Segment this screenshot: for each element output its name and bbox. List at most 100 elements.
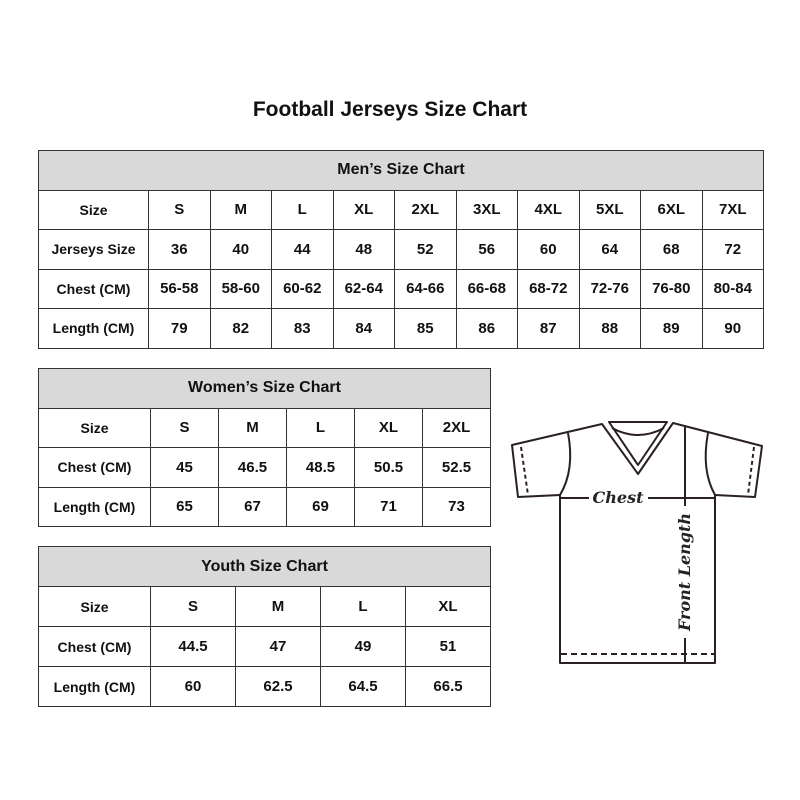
row-label: Length (CM) — [38, 486, 151, 527]
table-cell: 68-72 — [517, 268, 580, 309]
table-cell: 89 — [640, 308, 703, 349]
size-header-cell: 5XL — [578, 189, 641, 230]
row-label: Size — [38, 189, 149, 230]
size-header-cell: XL — [405, 586, 491, 627]
size-header-cell: XL — [332, 189, 395, 230]
size-header-cell: XL — [354, 407, 423, 448]
table-cell: 60 — [150, 666, 236, 707]
table-row: Length (CM) 79 82 83 84 85 86 87 88 89 90 — [38, 308, 764, 349]
table-cell: 52.5 — [422, 447, 491, 488]
size-header-cell: 2XL — [394, 189, 457, 230]
size-header-cell: M — [209, 189, 272, 230]
table-cell: 66.5 — [405, 666, 491, 707]
table-row: Length (CM) 65 67 69 71 73 — [38, 486, 491, 527]
row-label: Length (CM) — [38, 308, 149, 349]
front-length-label: Front Length — [675, 513, 694, 632]
table-cell: 62.5 — [235, 666, 321, 707]
table-cell: 46.5 — [218, 447, 287, 488]
size-header-cell: S — [150, 407, 219, 448]
row-label: Chest (CM) — [38, 447, 151, 488]
table-cell: 36 — [148, 229, 211, 270]
table-cell: 84 — [332, 308, 395, 349]
page-title: Football Jerseys Size Chart — [252, 98, 528, 121]
table-cell: 49 — [320, 626, 406, 667]
size-header-cell: 4XL — [517, 189, 580, 230]
size-header-cell: L — [286, 407, 355, 448]
table-cell: 66-68 — [455, 268, 518, 309]
jersey-diagram-icon: Chest Front Length — [511, 421, 763, 664]
table-cell: 67 — [218, 486, 287, 527]
table-cell: 73 — [422, 486, 491, 527]
table-cell: 88 — [578, 308, 641, 349]
size-header-cell: L — [320, 586, 406, 627]
table-row: Size S M L XL — [38, 586, 491, 627]
table-cell: 45 — [150, 447, 219, 488]
table-cell: 64-66 — [394, 268, 457, 309]
row-label: Chest (CM) — [38, 268, 149, 309]
size-header-cell: M — [235, 586, 321, 627]
youth-table-caption: Youth Size Chart — [38, 546, 491, 587]
left-sleeve-seam — [559, 432, 572, 496]
table-cell: 48.5 — [286, 447, 355, 488]
right-sleeve-seam — [704, 432, 716, 496]
table-cell: 60 — [517, 229, 580, 270]
table-cell: 80-84 — [701, 268, 764, 309]
size-header-cell: L — [271, 189, 334, 230]
table-row: Length (CM) 60 62.5 64.5 66.5 — [38, 666, 491, 707]
table-cell: 60-62 — [271, 268, 334, 309]
table-cell: 47 — [235, 626, 321, 667]
women-table-caption: Women’s Size Chart — [38, 368, 491, 409]
table-cell: 72 — [701, 229, 764, 270]
table-cell: 86 — [455, 308, 518, 349]
table-cell: 50.5 — [354, 447, 423, 488]
row-label: Jerseys Size — [38, 229, 149, 270]
size-header-cell: 2XL — [422, 407, 491, 448]
table-row: Chest (CM) 44.5 47 49 51 — [38, 626, 491, 667]
row-label: Size — [38, 407, 151, 448]
table-cell: 76-80 — [640, 268, 703, 309]
size-header-cell: M — [218, 407, 287, 448]
size-header-cell: 3XL — [455, 189, 518, 230]
row-label: Size — [38, 586, 151, 627]
table-cell: 44.5 — [150, 626, 236, 667]
womens-size-table: Women’s Size Chart Size S M L XL 2XL Chest (CM)… — [38, 368, 491, 527]
jersey-collar — [608, 421, 668, 466]
size-header-cell: S — [150, 586, 236, 627]
table-cell: 48 — [332, 229, 395, 270]
table-cell: 64.5 — [320, 666, 406, 707]
table-row: Size S M L XL 2XL 3XL 4XL 5XL 6XL 7XL — [38, 189, 764, 230]
table-cell: 62-64 — [332, 268, 395, 309]
table-cell: 40 — [209, 229, 272, 270]
size-header-cell: S — [148, 189, 211, 230]
table-cell: 87 — [517, 308, 580, 349]
size-header-cell: 7XL — [701, 189, 764, 230]
table-cell: 82 — [209, 308, 272, 349]
mens-size-table: Men’s Size Chart Size S M L XL 2XL 3XL 4XL 5XL 6XL… — [38, 150, 764, 349]
table-cell: 69 — [286, 486, 355, 527]
table-cell: 68 — [640, 229, 703, 270]
table-row: Jerseys Size 36 40 44 48 52 56 60 64 68 72 — [38, 229, 764, 270]
table-cell: 71 — [354, 486, 423, 527]
men-table-caption: Men’s Size Chart — [38, 150, 764, 191]
row-label: Length (CM) — [38, 666, 151, 707]
table-cell: 51 — [405, 626, 491, 667]
table-cell: 64 — [578, 229, 641, 270]
table-cell: 58-60 — [209, 268, 272, 309]
table-cell: 90 — [701, 308, 764, 349]
table-cell: 72-76 — [578, 268, 641, 309]
chest-label: Chest — [593, 488, 645, 507]
table-cell: 56-58 — [148, 268, 211, 309]
table-row: Chest (CM) 56-58 58-60 60-62 62-64 64-66 66-68… — [38, 268, 764, 309]
table-cell: 56 — [455, 229, 518, 270]
table-cell: 44 — [271, 229, 334, 270]
table-cell: 79 — [148, 308, 211, 349]
table-cell: 83 — [271, 308, 334, 349]
row-label: Chest (CM) — [38, 626, 151, 667]
table-cell: 65 — [150, 486, 219, 527]
youth-size-table: Youth Size Chart Size S M L XL Chest (CM) 44.5 4… — [38, 546, 491, 707]
table-cell: 85 — [394, 308, 457, 349]
table-row: Size S M L XL 2XL — [38, 407, 491, 448]
table-row: Chest (CM) 45 46.5 48.5 50.5 52.5 — [38, 447, 491, 488]
size-header-cell: 6XL — [640, 189, 703, 230]
